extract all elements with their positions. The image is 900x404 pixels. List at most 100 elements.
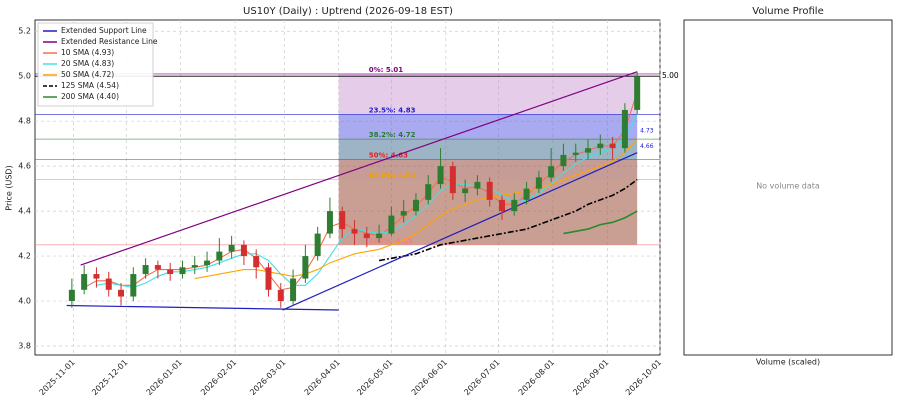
legend-label: 125 SMA (4.54) <box>61 81 119 90</box>
fib-zone <box>338 73 638 115</box>
fib-zone <box>338 139 638 160</box>
candle-body <box>511 199 518 212</box>
candle-body <box>412 199 419 212</box>
candle-body <box>167 269 174 275</box>
legend-label: Extended Support Line <box>61 26 147 35</box>
side-panel-frame <box>683 19 893 356</box>
candle-body <box>314 233 321 257</box>
side-panel-xlabel: Volume (scaled) <box>756 358 820 367</box>
candle-body <box>462 188 469 194</box>
candle-body <box>142 265 149 275</box>
sma-line <box>378 178 638 262</box>
fib-level-label: 23.5%: 4.83 <box>369 106 416 114</box>
candle-body <box>621 109 628 149</box>
y-tick-label: 5.2 <box>18 27 31 36</box>
candle-body <box>326 211 333 234</box>
x-tick-label: 2026-03-01 <box>248 358 287 397</box>
candle-body <box>449 166 456 194</box>
candle-body <box>486 181 493 200</box>
x-tick-label: 2026-06-01 <box>410 358 449 397</box>
candle-body <box>154 265 161 270</box>
candle-body <box>204 260 211 266</box>
y-tick-label: 4.2 <box>18 252 31 261</box>
fib-level-label: 38.2%: 4.72 <box>369 131 416 139</box>
side-panel-message: No volume data <box>756 182 820 191</box>
candle-body <box>560 154 567 167</box>
side-panel-title: Volume Profile <box>752 6 823 17</box>
candle-body <box>572 152 579 155</box>
x-tick-label: 2026-01-01 <box>145 358 184 397</box>
candle-body <box>216 251 223 261</box>
x-tick-label: 2026-10-01 <box>624 358 663 397</box>
candle-body <box>253 256 260 268</box>
price-label: 4.66 <box>640 143 654 150</box>
sma-line <box>83 91 638 291</box>
candle-body <box>290 278 297 302</box>
candle-body <box>118 289 125 297</box>
candle-body <box>130 274 137 297</box>
candle-body <box>535 177 542 189</box>
x-tick-label: 2026-02-01 <box>199 358 238 397</box>
legend-box <box>37 22 154 107</box>
candle-body <box>634 76 641 110</box>
x-tick-label: 2026-05-01 <box>355 358 394 397</box>
y-tick-label: 4.6 <box>18 162 31 171</box>
candle-body <box>228 244 235 252</box>
candle-body <box>93 274 100 279</box>
fib-level-label: 50%: 4.63 <box>369 151 408 159</box>
candle-body <box>437 166 444 185</box>
candle-body <box>302 256 309 279</box>
y-axis-label: Price (USD) <box>5 165 14 210</box>
candle-body <box>388 215 395 234</box>
trend-line <box>80 71 638 266</box>
candle-body <box>351 229 358 234</box>
trend-line <box>282 152 638 311</box>
y-tick-label: 3.8 <box>18 342 31 351</box>
x-tick-label: 2026-09-01 <box>571 358 610 397</box>
legend-label: 10 SMA (4.93) <box>61 48 114 57</box>
plot-frame <box>34 19 661 356</box>
candle-body <box>81 274 88 290</box>
candle-body <box>68 289 75 302</box>
candle-body <box>609 143 616 149</box>
x-tick-label: 2026-04-01 <box>303 358 342 397</box>
fib-level-label: 61.8%: 4.54 <box>369 172 416 180</box>
x-tick-label: 2026-08-01 <box>517 358 556 397</box>
candle-body <box>339 211 346 230</box>
candle-body <box>363 233 370 239</box>
y-tick-label: 5.0 <box>18 72 31 81</box>
candle-body <box>191 265 198 268</box>
trend-line <box>66 304 339 311</box>
legend-label: Extended Resistance Line <box>61 37 158 46</box>
candle-body <box>523 188 530 200</box>
fib-level-label: 0%: 5.01 <box>369 66 404 74</box>
candle-body <box>585 148 592 153</box>
candle-body <box>548 166 555 178</box>
candle-body <box>277 289 284 302</box>
y-tick-label: 4.4 <box>18 207 31 216</box>
legend-label: 20 SMA (4.83) <box>61 59 114 68</box>
price-label: 5.00 <box>662 71 679 80</box>
x-tick-label: 2026-07-01 <box>462 358 501 397</box>
y-tick-label: 4.8 <box>18 117 31 126</box>
price-label: 4.73 <box>640 127 654 134</box>
x-tick-label: 2025-12-01 <box>90 358 129 397</box>
sma-line <box>563 210 638 235</box>
candle-body <box>240 244 247 257</box>
candle-body <box>597 143 604 149</box>
legend-label: 200 SMA (4.40) <box>61 92 119 101</box>
y-tick-label: 4.0 <box>18 297 31 306</box>
candle-body <box>400 211 407 216</box>
x-tick-label: 2025-11-01 <box>38 358 77 397</box>
candle-body <box>425 184 432 200</box>
candle-body <box>179 267 186 275</box>
fib-level-label: 100%: 4.25 <box>369 237 413 245</box>
candle-body <box>105 278 112 290</box>
legend-label: 50 SMA (4.72) <box>61 70 114 79</box>
candle-body <box>498 199 505 212</box>
chart-title: US10Y (Daily) : Uptrend (2026-09-18 EST) <box>243 6 453 17</box>
candle-body <box>265 267 272 290</box>
candle-body <box>474 181 481 189</box>
fib-zone <box>338 114 638 140</box>
